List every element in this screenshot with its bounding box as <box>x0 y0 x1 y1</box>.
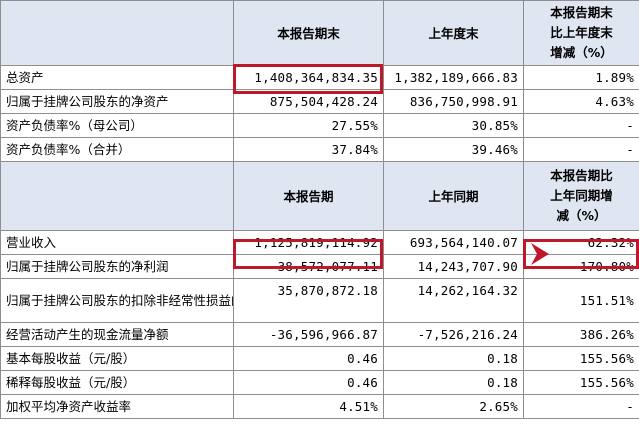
table-row: 归属于挂牌公司股东的扣除非经常性损益的净利润 35,870,872.18 14,… <box>0 278 639 323</box>
cell-value: 170.80% <box>523 254 639 279</box>
table-row: 经营活动产生的现金流量净额 -36,596,966.87 -7,526,216.… <box>0 322 639 347</box>
col-header-current-period: 本报告期 <box>233 161 384 231</box>
table-row: 资产负债率%（母公司） 27.55% 30.85% - <box>0 113 639 138</box>
cell-value: 155.56% <box>523 370 639 395</box>
col-header-line: 上年同期增 <box>550 188 613 203</box>
table-row: 基本每股收益（元/股） 0.46 0.18 155.56% <box>0 346 639 371</box>
row-label-total-assets: 总资产 <box>0 65 234 90</box>
cell-value: 39.46% <box>383 137 524 162</box>
cell-value: 0.18 <box>383 370 524 395</box>
cell-value: 0.46 <box>233 346 384 371</box>
col-header-line: 本报告期末 <box>550 5 613 20</box>
cell-value: 1,382,189,666.83 <box>383 65 524 90</box>
cell-value: 35,870,872.18 <box>233 278 384 323</box>
col-header-line: 增减（%） <box>550 45 613 60</box>
cell-value: 4.63% <box>523 89 639 114</box>
cell-value: 14,243,707.90 <box>383 254 524 279</box>
cell-value: 875,504,428.24 <box>233 89 384 114</box>
col-header-prior-period: 上年同期 <box>383 161 524 231</box>
cell-value: 30.85% <box>383 113 524 138</box>
cell-value: 38,572,077.11 <box>233 254 384 279</box>
cell-value: - <box>523 113 639 138</box>
col-header-change-pct: 本报告期比 上年同期增 减（%） <box>523 161 639 231</box>
col-header-line: 本报告期比 <box>550 168 613 183</box>
cell-value: 1,408,364,834.35 <box>233 65 384 90</box>
cell-value: 0.46 <box>233 370 384 395</box>
cell-value: - <box>523 394 639 419</box>
row-label: 归属于挂牌公司股东的净资产 <box>0 89 234 114</box>
col-header-prior-year-end: 上年度末 <box>383 0 524 66</box>
table-row: 归属于挂牌公司股东的净利润 38,572,077.11 14,243,707.9… <box>0 254 639 279</box>
table-row: 资产负债率%（合并） 37.84% 39.46% - <box>0 137 639 162</box>
row-label: 经营活动产生的现金流量净额 <box>0 322 234 347</box>
row-label-revenue: 营业收入 <box>0 230 234 255</box>
col-header-line: 比上年度末 <box>550 25 613 40</box>
row-label: 资产负债率%（合并） <box>0 137 234 162</box>
balance-header-row: 本报告期末 上年度末 本报告期末 比上年度末 增减（%） <box>0 0 639 66</box>
cell-value: 62.32% <box>523 230 639 255</box>
income-header-row: 本报告期 上年同期 本报告期比 上年同期增 减（%） <box>0 161 639 231</box>
cell-value: 155.56% <box>523 346 639 371</box>
cell-value: 1,125,819,114.92 <box>233 230 384 255</box>
col-header-line: 减（%） <box>556 208 607 223</box>
cell-value: -7,526,216.24 <box>383 322 524 347</box>
table-row: 总资产 1,408,364,834.35 1,382,189,666.83 1.… <box>0 65 639 90</box>
cell-value: - <box>523 137 639 162</box>
table-row: 稀释每股收益（元/股） 0.46 0.18 155.56% <box>0 370 639 395</box>
cell-value: 27.55% <box>233 113 384 138</box>
cell-value: 37.84% <box>233 137 384 162</box>
row-label: 基本每股收益（元/股） <box>0 346 234 371</box>
table-row: 加权平均净资产收益率 4.51% 2.65% - <box>0 394 639 419</box>
row-label: 归属于挂牌公司股东的净利润 <box>0 254 234 279</box>
table-row: 归属于挂牌公司股东的净资产 875,504,428.24 836,750,998… <box>0 89 639 114</box>
col-header-period-end: 本报告期末 <box>233 0 384 66</box>
cell-value: 836,750,998.91 <box>383 89 524 114</box>
cell-value: 14,262,164.32 <box>383 278 524 323</box>
cell-value: 1.89% <box>523 65 639 90</box>
header-blank-cell <box>0 161 234 231</box>
cell-value: 386.26% <box>523 322 639 347</box>
row-label: 资产负债率%（母公司） <box>0 113 234 138</box>
col-header-change-pct: 本报告期末 比上年度末 增减（%） <box>523 0 639 66</box>
row-label: 稀释每股收益（元/股） <box>0 370 234 395</box>
cell-value: 4.51% <box>233 394 384 419</box>
row-label: 加权平均净资产收益率 <box>0 394 234 419</box>
header-blank-cell <box>0 0 234 66</box>
cell-value: 0.18 <box>383 346 524 371</box>
table-row: 营业收入 1,125,819,114.92 693,564,140.07 62.… <box>0 230 639 255</box>
cell-value: -36,596,966.87 <box>233 322 384 347</box>
row-label: 归属于挂牌公司股东的扣除非经常性损益的净利润 <box>0 278 234 323</box>
cell-value: 693,564,140.07 <box>383 230 524 255</box>
cell-value: 2.65% <box>383 394 524 419</box>
cell-value: 151.51% <box>523 278 639 323</box>
financial-table: 本报告期末 上年度末 本报告期末 比上年度末 增减（%） 总资产 1,408,3… <box>0 0 639 419</box>
